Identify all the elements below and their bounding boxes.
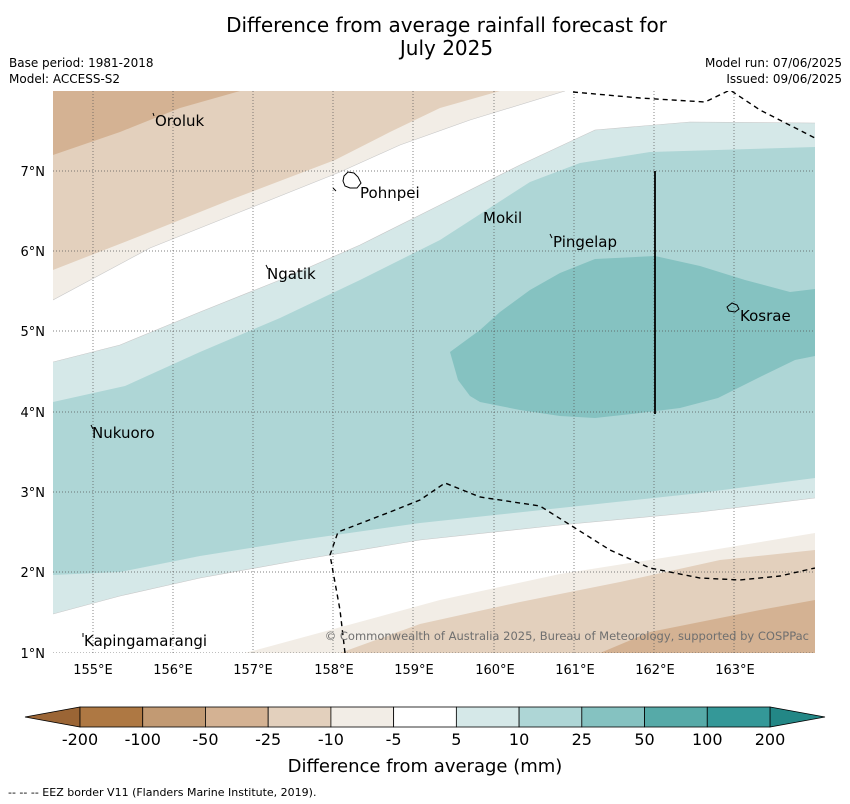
colorbar-cell xyxy=(142,706,206,728)
model-text: Model: ACCESS-S2 xyxy=(9,72,121,86)
nukuoro-mark xyxy=(90,424,94,430)
colorbar-cell xyxy=(518,706,583,728)
label-nukuoro: Nukuoro xyxy=(92,424,155,442)
band-plus-25 xyxy=(450,256,815,418)
title-line-2: July 2025 xyxy=(399,36,494,60)
colorbar-cell xyxy=(581,706,645,728)
x-tick-label: 156°E xyxy=(153,663,193,678)
graticule xyxy=(53,91,815,653)
colorbar-cell xyxy=(706,706,771,728)
x-tick-label: 158°E xyxy=(314,663,354,678)
footnote: -- -- -- EEZ border V11 (Flanders Marine… xyxy=(8,786,317,799)
label-pohnpei: Pohnpei xyxy=(360,184,420,202)
islet-mark xyxy=(332,187,337,192)
colorbar-tick-label: 25 xyxy=(571,730,592,749)
meta-left: Base period: 1981-2018 Model: ACCESS-S2 xyxy=(9,55,154,87)
colorbar-tick-label: 200 xyxy=(754,730,786,749)
label-oroluk: Oroluk xyxy=(155,112,204,130)
pohnpei-island xyxy=(342,171,362,189)
pingelap-mark xyxy=(549,233,553,239)
label-pingelap: Pingelap xyxy=(553,233,617,251)
band-minus-50-nw xyxy=(53,91,240,155)
colorbar-tick-label: -200 xyxy=(61,730,99,749)
contour-edges xyxy=(53,91,815,615)
x-tick-label: 155°E xyxy=(73,663,113,678)
colorbar-tick-label: -10 xyxy=(317,730,344,749)
colorbar-title: Difference from average (mm) xyxy=(287,756,563,777)
band-plus-10 xyxy=(53,147,815,575)
y-tick-label: 3°N xyxy=(21,486,46,501)
x-tick-label: 162°E xyxy=(635,663,675,678)
label-mokil: Mokil xyxy=(483,209,522,227)
map-area xyxy=(53,91,815,653)
y-tick-label: 7°N xyxy=(21,165,46,180)
colorbar-cell xyxy=(644,706,708,728)
label-kapingamarangi: Kapingamarangi xyxy=(84,632,207,650)
eez-border xyxy=(329,91,815,653)
colorbar-tick-label: 50 xyxy=(634,730,655,749)
title-line-1: Difference from average rainfall forecas… xyxy=(226,13,667,37)
colorbar-under-arrow xyxy=(24,706,81,728)
colorbar-tick-label: 10 xyxy=(508,730,530,749)
x-tick-label: 163°E xyxy=(715,663,755,678)
y-axis-labels: 7°N 6°N 5°N 4°N 3°N 2°N 1°N xyxy=(21,165,46,662)
colorbar-cell xyxy=(79,706,144,728)
x-tick-label: 161°E xyxy=(555,663,595,678)
colorbar-tick-label: -50 xyxy=(192,730,219,749)
chart-title: Difference from average rainfall forecas… xyxy=(0,14,850,60)
band-minus-25-nw xyxy=(53,91,500,270)
copyright-text: © Commonwealth of Australia 2025, Bureau… xyxy=(325,629,809,643)
y-tick-label: 1°N xyxy=(21,647,46,662)
label-ngatik: Ngatik xyxy=(267,265,316,283)
colorbar-tick-label: 100 xyxy=(691,730,723,749)
colorbar xyxy=(24,706,826,728)
kosrae-island xyxy=(726,302,740,313)
band-minus-50-s xyxy=(600,600,815,653)
colorbar-tick-label: -25 xyxy=(255,730,282,749)
x-tick-label: 157°E xyxy=(233,663,273,678)
colorbar-cell xyxy=(455,706,520,728)
x-axis-labels: 155°E 156°E 157°E 158°E 159°E 160°E 161°… xyxy=(73,663,755,678)
y-tick-label: 2°N xyxy=(21,566,46,581)
oroluk-mark xyxy=(152,112,155,117)
colorbar-tick-label: -5 xyxy=(385,730,402,749)
colorbar-cell xyxy=(330,706,395,728)
colorbar-cell xyxy=(393,706,457,728)
x-tick-label: 159°E xyxy=(394,663,434,678)
label-kosrae: Kosrae xyxy=(740,307,791,325)
colorbar-tick-label: -100 xyxy=(124,730,161,749)
model-run-text: Model run: 07/06/2025 xyxy=(704,56,842,70)
colorbar-cell xyxy=(267,706,332,728)
x-tick-label: 160°E xyxy=(475,663,515,678)
ngatik-mark xyxy=(265,264,269,270)
base-period-text: Base period: 1981-2018 xyxy=(9,56,154,70)
y-tick-label: 4°N xyxy=(21,406,46,421)
y-tick-label: 5°N xyxy=(21,325,46,340)
issued-text: Issued: 09/06/2025 xyxy=(726,72,842,86)
colorbar-over-arrow xyxy=(769,706,826,728)
colorbar-cell xyxy=(205,706,269,728)
y-tick-label: 6°N xyxy=(21,245,46,260)
colorbar-tick-label: 5 xyxy=(451,730,462,749)
meta-right: Model run: 07/06/2025 Issued: 09/06/2025 xyxy=(705,55,842,87)
